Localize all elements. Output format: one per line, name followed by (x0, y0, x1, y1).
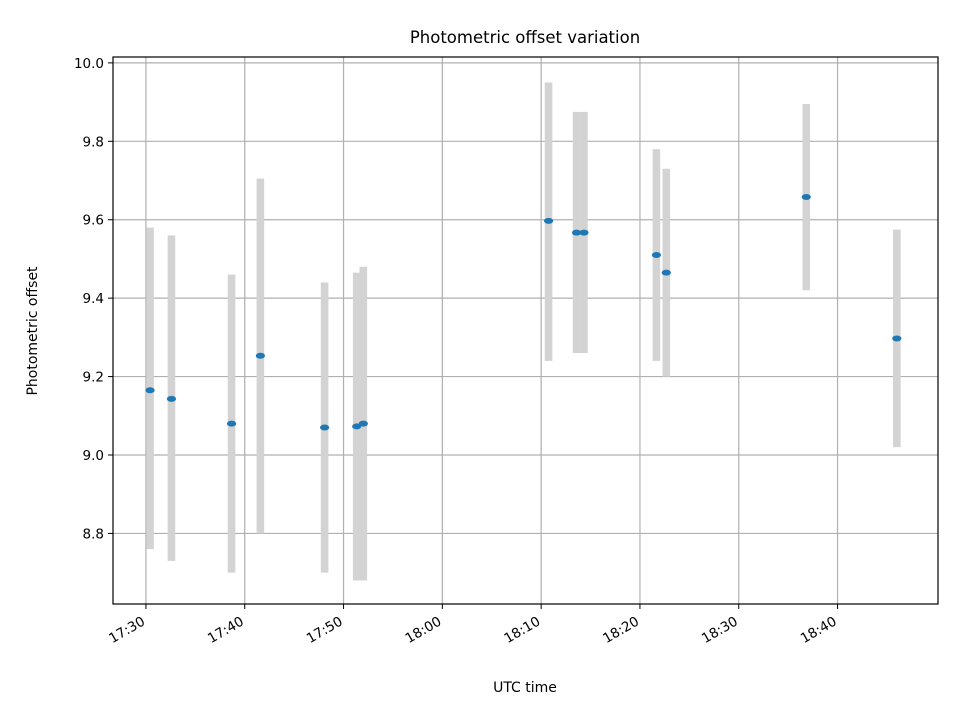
x-tick-label: 18:30 (699, 614, 741, 647)
y-tick-label: 9.2 (83, 370, 104, 386)
y-tick-label: 8.8 (83, 526, 104, 542)
grid (113, 57, 938, 604)
y-tick-label: 10.0 (74, 56, 104, 72)
x-tick-label: 17:30 (106, 614, 148, 647)
data-point (651, 252, 662, 259)
plot-frame (112, 56, 939, 605)
data-point (320, 424, 330, 431)
y-tick-label: 9.8 (83, 134, 104, 150)
data-point (801, 193, 811, 200)
y-tick-label: 9.4 (83, 291, 104, 307)
error-bars (146, 82, 901, 581)
y-axis-ticks: 8.8 9.0 9.2 9.4 9.6 9.8 10.0 (74, 56, 113, 542)
x-tick-label: 18:10 (501, 614, 543, 647)
y-tick-label: 9.6 (83, 213, 104, 229)
data-point (255, 352, 265, 359)
chart-title: Photometric offset variation (410, 28, 640, 47)
data-point (571, 229, 582, 236)
y-axis-label: Photometric offset (25, 266, 41, 396)
x-tick-label: 17:40 (205, 614, 247, 647)
data-point (226, 420, 237, 427)
data-point (543, 217, 554, 224)
data-point (579, 229, 589, 236)
data-points (145, 193, 902, 431)
x-axis-label: UTC time (493, 680, 557, 696)
data-point (352, 423, 362, 430)
data-point (892, 335, 902, 342)
x-tick-label: 18:00 (403, 614, 445, 647)
x-tick-label: 18:20 (600, 614, 642, 647)
data-point (358, 420, 368, 427)
data-point (166, 395, 177, 402)
data-point (145, 387, 155, 394)
x-axis-ticks: 17:30 17:40 17:50 18:00 18:10 18:20 18:30 18:40 (106, 604, 840, 647)
x-tick-label: 18:40 (798, 614, 840, 647)
x-tick-label: 17:50 (304, 614, 346, 647)
data-point (661, 269, 671, 276)
y-tick-label: 9.0 (83, 448, 104, 464)
